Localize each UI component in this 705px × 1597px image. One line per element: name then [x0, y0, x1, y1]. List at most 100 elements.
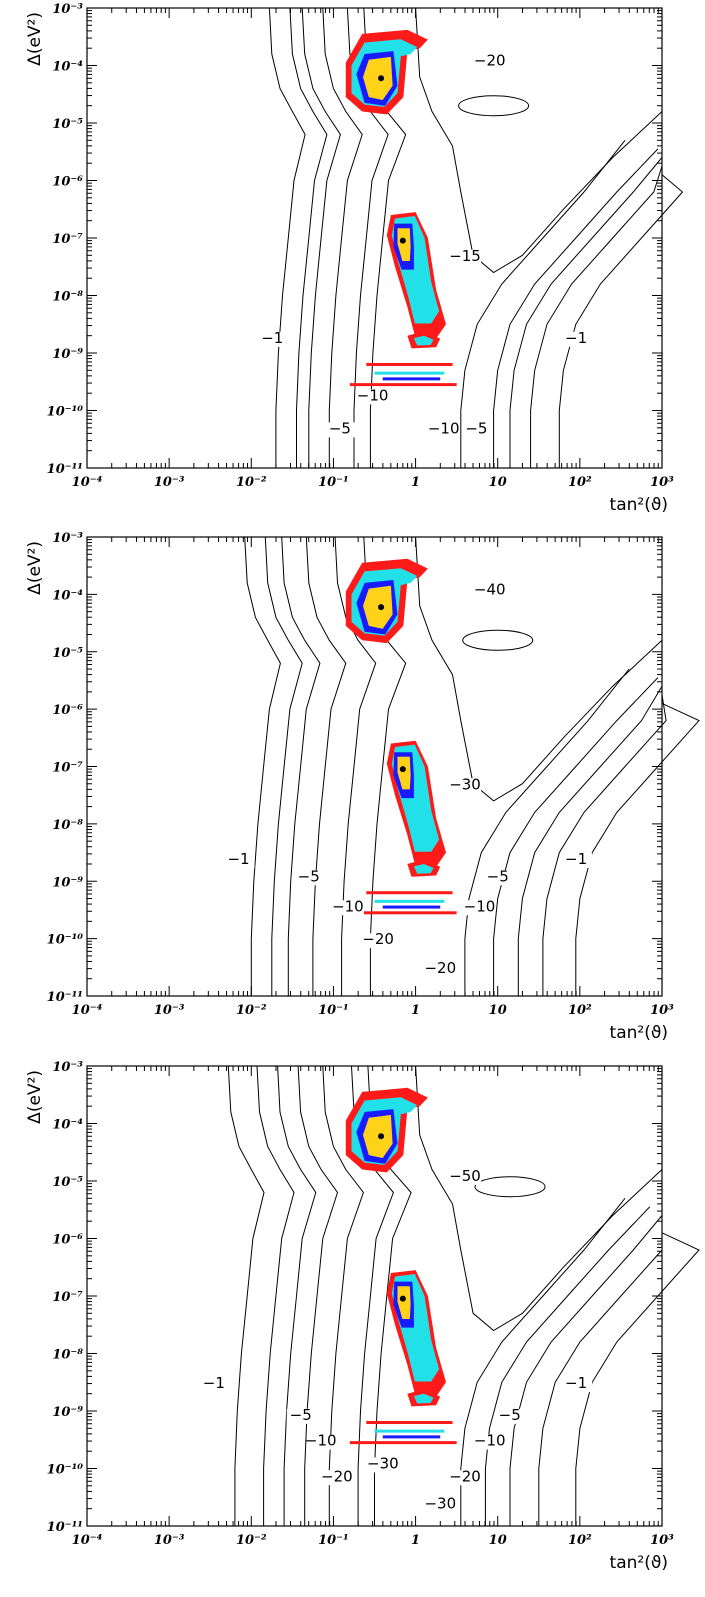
contour-line — [322, 7, 363, 468]
contour-line — [575, 702, 700, 996]
ticks — [86, 1065, 663, 1527]
y-axis-title: Δ(eV²) — [25, 12, 45, 66]
contour-line — [305, 536, 347, 996]
y-tick-label: 10⁻¹⁰ — [47, 405, 84, 420]
contour-label: −5 — [465, 419, 487, 437]
contour-label-bg — [333, 900, 364, 916]
contour-island — [458, 95, 530, 117]
contour-island — [474, 1176, 546, 1198]
y-tick-label: 10⁻⁹ — [52, 347, 83, 362]
contour-label-bg — [495, 1408, 526, 1424]
x-tick-label: 10⁻¹ — [318, 1533, 349, 1548]
contour-label-bg — [364, 933, 395, 949]
x-axis-title: tan²(ϑ) — [610, 1023, 668, 1043]
strip-1 — [374, 371, 445, 375]
diamond-in-0 — [413, 335, 434, 346]
y-tick-label: 10⁻⁶ — [52, 1233, 83, 1248]
contour-label: −10 — [474, 1432, 506, 1450]
contour-label: −10 — [357, 386, 389, 404]
contour-label-bg — [483, 870, 514, 886]
y-tick-label: 10⁻¹⁰ — [47, 933, 84, 948]
contour-line — [517, 685, 663, 996]
diamond-in-2 — [413, 1393, 434, 1404]
y-tick-label: 10⁻⁸ — [52, 290, 83, 305]
y-tick-label: 10⁻¹¹ — [47, 462, 83, 477]
contour-label: −5 — [329, 419, 351, 437]
contour-line — [558, 174, 684, 468]
contour-line — [264, 536, 303, 996]
contour-label-bg — [562, 852, 593, 868]
contour-label: −1 — [261, 329, 283, 347]
contour-label: −5 — [298, 867, 320, 885]
contour-line — [509, 1215, 663, 1526]
ticks — [86, 536, 663, 997]
contour-label-bg — [426, 1497, 457, 1513]
contour-label-bg — [429, 422, 460, 438]
x-tick-label: 10⁻¹ — [318, 475, 349, 490]
contour-line — [484, 1206, 651, 1526]
allowed-regions — [345, 1087, 457, 1445]
contour-label: −10 — [428, 419, 460, 437]
best-fit-point — [399, 1295, 406, 1302]
y-tick-label: 10⁻⁵ — [52, 117, 83, 132]
contour-label: −50 — [449, 1167, 481, 1185]
low-yellow-2 — [397, 1286, 411, 1319]
strip-2 — [382, 1435, 441, 1439]
best-fit-point — [399, 237, 406, 244]
x-tick-label: 10 — [489, 1003, 507, 1018]
contour-label: −5 — [487, 867, 509, 885]
x-tick-label: 1 — [411, 1533, 420, 1548]
strip-0 — [366, 1421, 453, 1424]
best-fit-point — [378, 75, 385, 82]
y-tick-label: 10⁻¹¹ — [47, 1520, 83, 1535]
x-tick-label: 1 — [411, 1003, 420, 1018]
contour-line — [460, 139, 626, 468]
panel-2: 10⁻⁴ 10⁻³ 10⁻² 10⁻¹ 1 10 10² 10³ 10⁻³ 10⁻⁴ 10⁻⁵ 10⁻… — [25, 531, 700, 1043]
contour-label-bg — [451, 778, 482, 794]
contour-line — [281, 536, 321, 996]
x-tick-label: 1 — [411, 475, 420, 490]
y-tick-label: 10⁻³ — [52, 1060, 83, 1075]
low-yellow-1 — [397, 756, 411, 790]
contour-line — [244, 536, 281, 996]
x-tick-label: 10⁻¹ — [318, 1003, 349, 1018]
x-tick-label: 10³ — [650, 1003, 674, 1018]
best-fit-point — [378, 1133, 385, 1140]
contour-label-bg — [224, 852, 255, 868]
contour-label: −5 — [499, 1406, 521, 1424]
contour-line — [575, 1232, 700, 1526]
allowed-regions — [345, 29, 457, 387]
y-tick-label: 10⁻⁴ — [52, 60, 83, 75]
best-fit-point — [399, 766, 406, 773]
y-tick-label: 10⁻⁴ — [52, 1118, 83, 1133]
strip-1 — [374, 1429, 445, 1433]
contour-label: −40 — [474, 580, 506, 598]
y-tick-label: 10⁻⁶ — [52, 703, 83, 718]
contour-label: −1 — [565, 329, 587, 347]
contour-label-bg — [465, 900, 496, 916]
contour-line — [277, 1065, 317, 1526]
diamond-in-1 — [413, 864, 434, 874]
contour-label: −1 — [565, 850, 587, 868]
x-tick-label: 10² — [568, 475, 592, 490]
contour-label: −30 — [367, 1455, 399, 1473]
lma-yellow-2 — [363, 1114, 393, 1158]
x-tick-label: 10⁻⁴ — [72, 475, 103, 490]
contour-label: −30 — [424, 1495, 456, 1513]
x-tick-label: 10⁻² — [236, 1533, 267, 1548]
strip-3 — [349, 1441, 457, 1445]
contour-label: −10 — [305, 1432, 337, 1450]
contour-line — [530, 165, 663, 468]
best-fit-point — [378, 604, 385, 611]
strip-3 — [349, 383, 457, 387]
contour-line — [256, 1065, 295, 1526]
contour-line — [322, 1065, 364, 1526]
x-tick-label: 10⁻³ — [154, 1533, 185, 1548]
strip-2 — [382, 905, 441, 909]
contour-line — [227, 1065, 265, 1526]
y-tick-label: 10⁻⁷ — [52, 1290, 83, 1305]
contour-label-bg — [306, 1434, 337, 1450]
contour-label: −1 — [227, 850, 249, 868]
y-tick-label: 10⁻³ — [52, 2, 83, 17]
